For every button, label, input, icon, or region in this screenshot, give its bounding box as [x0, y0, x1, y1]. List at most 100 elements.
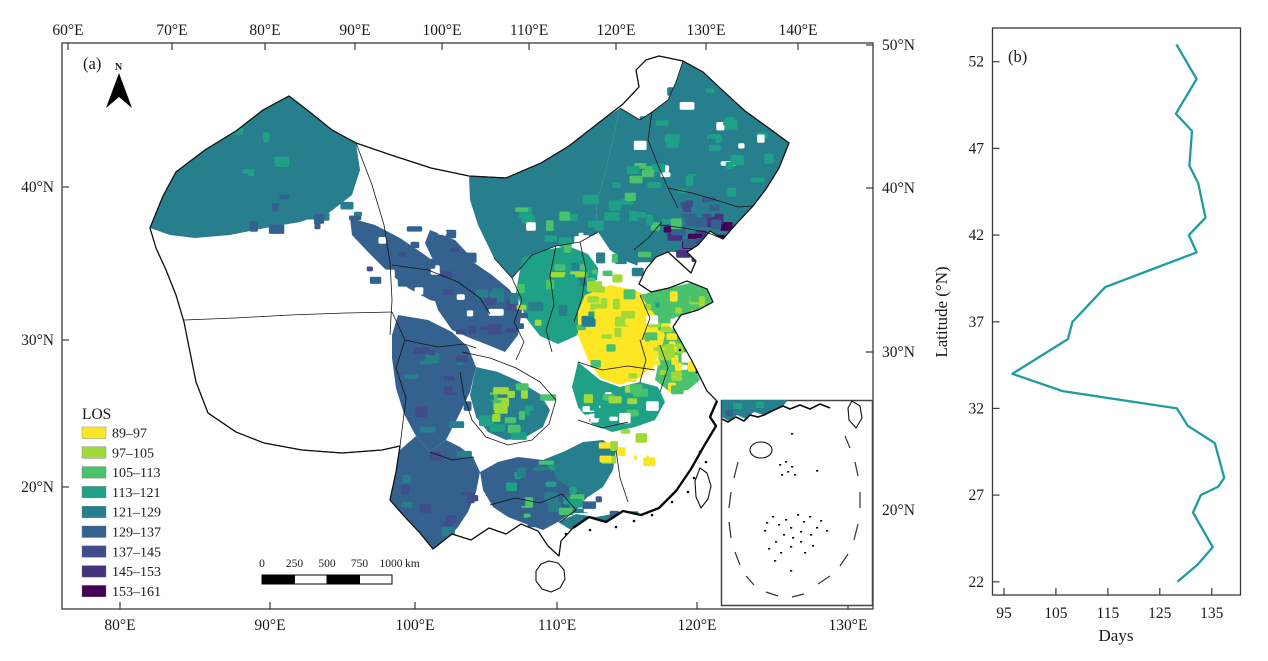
county-patch [445, 229, 457, 239]
county-patch [612, 274, 623, 283]
axis-tick-label: 40°N [882, 180, 915, 197]
county-patch [594, 308, 607, 320]
county-patch [586, 277, 596, 282]
axis-tick-label: 32 [969, 400, 985, 417]
county-patch [583, 227, 595, 236]
scale-tick-label: 0 [259, 558, 265, 570]
county-patch [448, 421, 465, 428]
county-patch [493, 387, 509, 395]
county-patch [601, 334, 613, 339]
county-patch [612, 182, 621, 188]
county-patch [543, 296, 555, 302]
legend-item: 129–137 [81, 525, 161, 541]
county-patch [413, 275, 428, 285]
county-patch [485, 297, 497, 306]
inset-island-dot [778, 524, 781, 526]
county-patch [582, 501, 597, 509]
county-patch [666, 333, 678, 340]
county-patch [516, 312, 528, 319]
inset-patch [733, 403, 742, 409]
legend-swatch [81, 466, 107, 479]
islet-dot [650, 513, 654, 517]
inset-dash-segment [854, 461, 859, 477]
map-legend: LOS 89–97 97–105 105–113 113–121 121–129… [81, 406, 161, 600]
panel-a-label: (a) [83, 54, 101, 73]
county-patch [420, 360, 432, 365]
county-patch [602, 270, 613, 277]
axis-tick-label: 60°E [52, 22, 83, 39]
county-patch [516, 467, 526, 478]
county-patch [506, 482, 517, 491]
county-patch [629, 175, 643, 184]
county-patch [682, 213, 694, 218]
county-patch [623, 289, 636, 300]
county-patch [650, 222, 661, 231]
inset-patch [726, 410, 733, 416]
county-patch [615, 253, 627, 265]
county-patch [633, 140, 647, 150]
county-patch [441, 271, 453, 278]
county-patch [539, 470, 555, 478]
inset-patch [756, 402, 764, 408]
legend-swatch [81, 525, 107, 538]
county-patch [550, 272, 566, 278]
county-patch [303, 215, 315, 220]
county-patch [723, 119, 731, 126]
axis-tick-label: 42 [969, 227, 985, 244]
islet-dot [686, 490, 690, 494]
county-patch [720, 222, 733, 231]
county-patch [414, 287, 424, 295]
county-patch [552, 330, 567, 339]
legend-label: 89–97 [112, 427, 147, 442]
county-patch [268, 224, 285, 234]
inset-island-dot [800, 531, 803, 533]
inset-island-dot [794, 474, 797, 476]
county-patch [380, 269, 395, 278]
scale-unit-label: km [405, 558, 420, 570]
axis-tick-label: 120°E [678, 617, 717, 634]
county-patch [757, 134, 765, 143]
county-patch [534, 319, 542, 326]
inset-island-dot [790, 570, 793, 572]
county-patch [509, 293, 519, 304]
county-patch [226, 161, 238, 169]
county-patch [558, 305, 568, 317]
hainan-island [535, 560, 566, 593]
county-patch [627, 301, 636, 310]
legend-item: 153–161 [81, 585, 161, 600]
inset-island-dot [816, 527, 819, 529]
inset-coastline [721, 403, 831, 423]
county-patch [510, 432, 527, 440]
county-patch [547, 501, 561, 512]
county-patch [708, 145, 721, 151]
axis-tick-label: 52 [969, 54, 985, 71]
county-patch [651, 163, 666, 173]
county-patch [438, 230, 447, 235]
county-patch [564, 274, 576, 280]
inset-island-dot [791, 466, 794, 468]
county-patch [405, 250, 415, 260]
province-border [639, 339, 647, 383]
county-patch [559, 211, 570, 221]
county-patch [701, 250, 717, 260]
inset-island-dot [783, 534, 786, 536]
province-border [511, 277, 525, 361]
county-patch [569, 498, 583, 508]
southeast-coastline [572, 400, 719, 529]
county-patch [624, 192, 636, 201]
county-patch [455, 329, 467, 335]
county-patch [456, 355, 468, 362]
county-patch [613, 146, 626, 152]
province-border [391, 264, 491, 315]
county-patch [447, 296, 456, 307]
county-patch [480, 325, 490, 331]
axis-tick-label: 20°N [21, 479, 54, 496]
county-patch [515, 383, 529, 391]
region-fill [392, 315, 476, 452]
county-patch [419, 503, 431, 513]
county-patch [619, 412, 631, 424]
county-patch [595, 496, 602, 503]
county-patch [558, 507, 574, 515]
county-patch [695, 217, 708, 228]
county-patch [507, 424, 521, 434]
